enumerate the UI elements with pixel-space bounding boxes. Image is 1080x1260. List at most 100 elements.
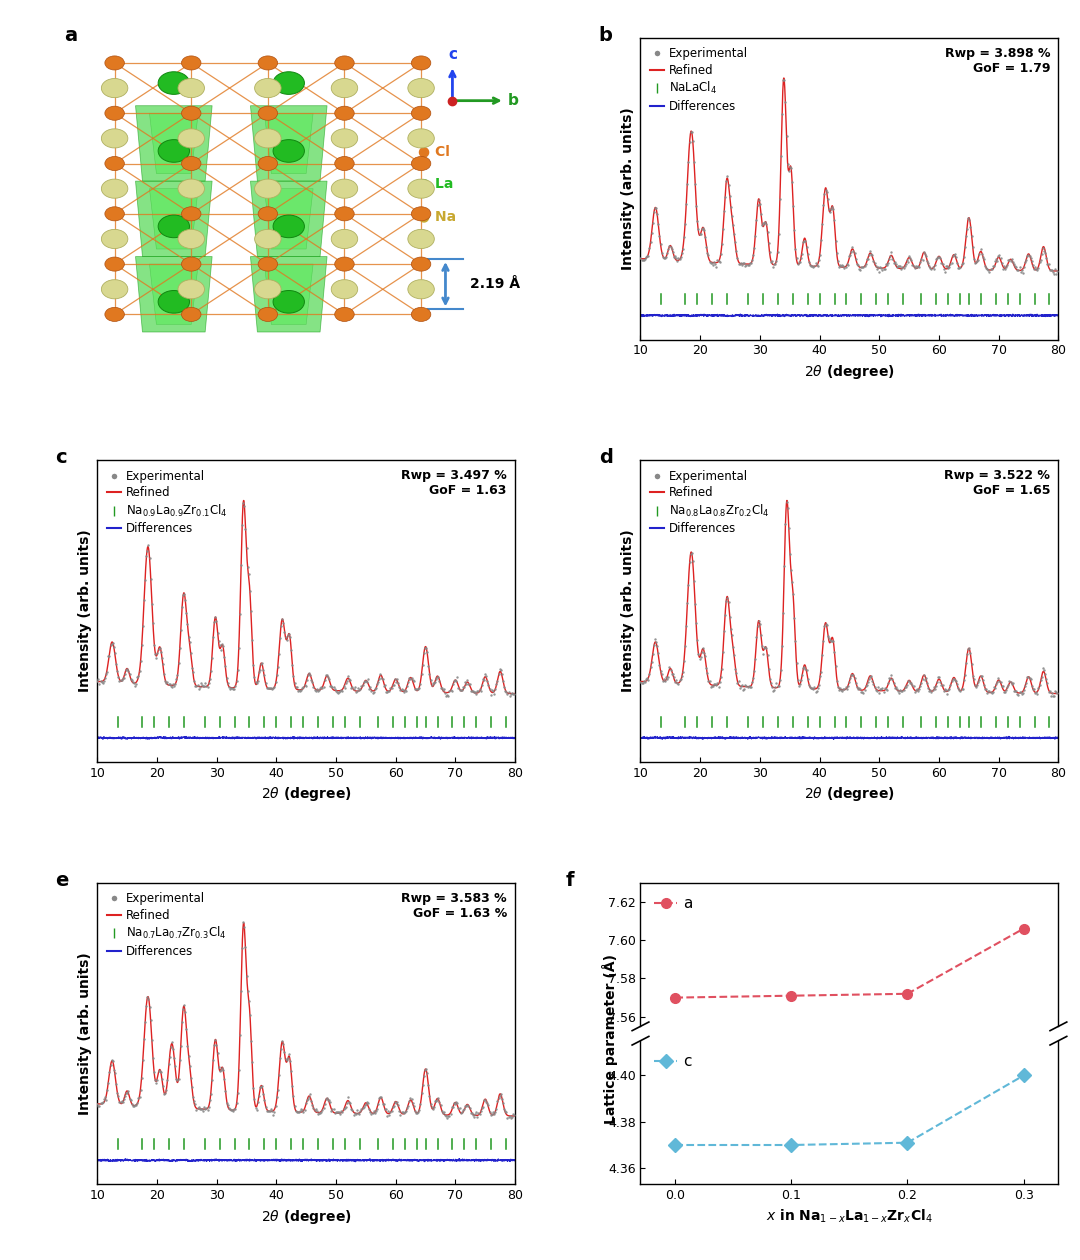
Point [715, 200, 732, 220]
Point [441, 680, 458, 701]
Point [977, 258, 995, 278]
Point [937, 679, 955, 699]
Point [873, 257, 890, 277]
Point [915, 665, 932, 685]
Text: b: b [598, 25, 612, 45]
Point [719, 165, 737, 185]
Point [903, 673, 920, 693]
Point [381, 678, 399, 698]
Point [1003, 674, 1021, 694]
Point [721, 186, 739, 207]
Point [985, 256, 1002, 276]
Point [489, 1091, 507, 1111]
Point [301, 1084, 319, 1104]
Point [698, 237, 715, 257]
Point [294, 678, 311, 698]
Point [718, 171, 735, 192]
Point [113, 669, 131, 689]
Circle shape [178, 280, 204, 299]
Point [873, 679, 890, 699]
Point [998, 257, 1015, 277]
Point [491, 1086, 509, 1106]
Point [868, 258, 886, 278]
Point [501, 1106, 518, 1126]
Point [181, 633, 199, 653]
Point [204, 1051, 221, 1071]
Point [394, 1102, 411, 1123]
Point [667, 248, 685, 268]
Point [126, 675, 144, 696]
Point [432, 678, 449, 698]
Circle shape [181, 307, 201, 321]
Point [1039, 673, 1056, 693]
Point [265, 1105, 282, 1125]
Point [123, 1094, 140, 1114]
Point [691, 224, 708, 244]
Point [1008, 257, 1025, 277]
Point [284, 1076, 301, 1096]
Point [664, 664, 681, 684]
Point [633, 249, 650, 270]
Point [787, 631, 805, 651]
Point [112, 1092, 130, 1113]
Point [359, 672, 376, 692]
Point [869, 257, 887, 277]
Point [260, 1101, 278, 1121]
Point [413, 664, 430, 684]
Point [354, 1099, 372, 1119]
Point [995, 260, 1012, 280]
Point [920, 256, 937, 276]
Point [149, 643, 166, 663]
Point [705, 673, 723, 693]
Circle shape [332, 229, 357, 248]
Point [913, 249, 930, 270]
Point [842, 242, 860, 262]
Point [825, 199, 842, 219]
Point [734, 679, 752, 699]
Point [148, 1072, 165, 1092]
Point [847, 673, 864, 693]
Point [134, 615, 151, 635]
Point [739, 255, 756, 275]
Point [146, 1062, 163, 1082]
Point [715, 621, 732, 641]
Point [907, 256, 924, 276]
Point [692, 646, 710, 667]
Point [91, 674, 108, 694]
Point [296, 1100, 313, 1120]
Circle shape [258, 307, 278, 321]
Point [325, 678, 342, 698]
Point [309, 1104, 326, 1124]
Circle shape [178, 179, 204, 198]
Point [98, 662, 116, 682]
Point [190, 1097, 207, 1118]
Point [168, 1070, 186, 1090]
Y-axis label: Intensity (arb. units): Intensity (arb. units) [621, 107, 635, 270]
Point [1016, 675, 1034, 696]
Point [796, 231, 813, 251]
Point [401, 1091, 418, 1111]
Point [139, 536, 157, 556]
Point [843, 237, 861, 257]
Point [388, 1092, 405, 1113]
Point [249, 672, 267, 692]
Point [287, 1101, 305, 1121]
Point [1034, 667, 1051, 687]
Point [341, 1094, 359, 1114]
Point [324, 677, 341, 697]
Point [960, 208, 977, 228]
Point [130, 665, 147, 685]
Point [192, 673, 210, 693]
Point [809, 678, 826, 698]
Point [895, 258, 913, 278]
Point [693, 219, 711, 239]
Point [646, 198, 663, 218]
Point [197, 673, 214, 693]
Point [797, 659, 814, 679]
Point [135, 1028, 152, 1048]
Point [779, 498, 796, 518]
Point [498, 682, 515, 702]
Point [400, 1096, 417, 1116]
Point [835, 256, 852, 276]
Point [198, 675, 215, 696]
